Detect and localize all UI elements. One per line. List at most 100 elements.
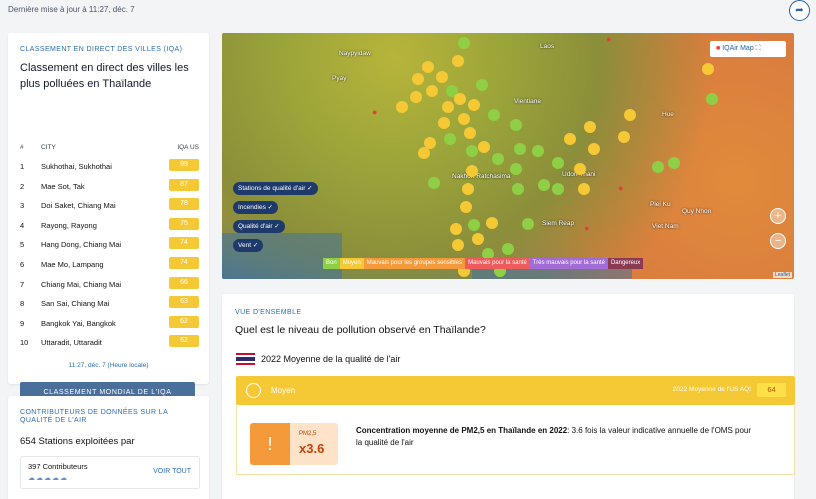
fire-icon[interactable]: ● [584,223,590,233]
station-marker[interactable] [462,183,474,195]
station-marker[interactable] [452,239,464,251]
station-marker[interactable] [552,183,564,195]
city-name: Mae Sot, Tak [41,181,85,191]
station-marker[interactable] [564,133,576,145]
station-marker[interactable] [668,157,680,169]
ranking-row[interactable]: 2 Mae Sot, Tak 87 [20,178,199,197]
layer-toggle-wind[interactable]: Vent ✓ [233,239,264,252]
city-name: Bangkok Yai, Bangkok [41,318,116,328]
layer-toggle-stations[interactable]: Stations de qualité d'air ✓ [233,182,318,195]
station-marker[interactable] [618,131,630,143]
station-marker[interactable] [512,183,524,195]
ranking-row[interactable]: 3 Doi Saket, Chiang Mai 78 [20,197,199,216]
city-name: Doi Saket, Chiang Mai [41,201,116,211]
station-marker[interactable] [424,137,436,149]
aqi-badge: 87 [169,178,199,191]
layer-toggle-air-quality[interactable]: Qualité d'air ✓ [233,220,285,233]
station-marker[interactable] [652,161,664,173]
ranking-row[interactable]: 8 San Sai, Chiang Mai 63 [20,295,199,314]
station-marker[interactable] [436,71,448,83]
pm25-description: Concentration moyenne de PM2,5 en Thaïla… [356,425,756,449]
station-marker[interactable] [442,101,454,113]
ranking-row[interactable]: 1 Sukhothai, Sukhothai 99 [20,158,199,177]
aqi-badge: 75 [169,217,199,230]
station-marker[interactable] [488,109,500,121]
map-label-nakhon: Nakhon Ratchasima [452,173,511,180]
station-marker[interactable] [510,119,522,131]
see-all-link[interactable]: VOIR TOUT [153,468,191,475]
legend-hazardous: Dangereux [607,258,644,269]
station-marker[interactable] [454,93,466,105]
station-marker[interactable] [574,163,586,175]
station-marker[interactable] [584,121,596,133]
station-marker[interactable] [502,243,514,255]
station-marker[interactable] [458,113,470,125]
station-marker[interactable] [438,117,450,129]
station-marker[interactable] [468,99,480,111]
station-marker[interactable] [588,143,600,155]
air-quality-map[interactable]: Laos Naypyidaw Pyay Vientiane Udon Thani… [222,33,794,279]
aqi-badge: 62 [169,315,199,328]
fire-icon[interactable]: ● [606,34,612,44]
station-marker[interactable] [426,85,438,97]
station-marker[interactable] [452,55,464,67]
pm25-bold-text: Concentration moyenne de PM2,5 en Thaïla… [356,426,568,435]
fire-icon[interactable]: ● [618,183,624,193]
station-marker[interactable] [472,233,484,245]
station-marker[interactable] [458,37,470,49]
share-button[interactable]: ➦ [789,0,810,21]
station-marker[interactable] [482,248,494,260]
station-marker[interactable] [464,127,476,139]
station-marker[interactable] [486,217,498,229]
pm25-tile: ! PM2,5 x3.6 [250,423,338,465]
fullscreen-icon[interactable]: ⛶ [755,45,761,52]
station-marker[interactable] [428,177,440,189]
station-marker[interactable] [444,133,456,145]
city-name: Uttaradit, Uttaradit [41,338,102,348]
stations-count: 654 Stations exploitées par [20,436,135,447]
pm25-multiplier: x3.6 [299,441,325,456]
ranking-row[interactable]: 4 Rayong, Rayong 75 [20,217,199,236]
station-marker[interactable] [466,165,478,177]
iqair-map-badge[interactable]: ■ IQAir Map ⛶ [710,41,786,57]
station-marker[interactable] [468,219,480,231]
station-marker[interactable] [418,147,430,159]
pm25-box: ! PM2,5 x3.6 Concentration moyenne de PM… [236,405,795,475]
layer-toggle-fires[interactable]: Incendies ✓ [233,201,279,214]
ranking-row[interactable]: 9 Bangkok Yai, Bangkok 62 [20,315,199,334]
station-marker[interactable] [552,157,564,169]
station-marker[interactable] [532,145,544,157]
station-marker[interactable] [450,223,462,235]
thailand-flag-icon [236,353,255,365]
ranking-row[interactable]: 10 Uttaradit, Uttaradit 62 [20,334,199,353]
top-bar: Dernière mise à jour à 11:27, déc. 7 ➦ [0,0,816,22]
station-marker[interactable] [478,141,490,153]
station-marker[interactable] [412,73,424,85]
contributor-logos-icon: ☁☁☁☁☁ [28,475,68,482]
ranking-row[interactable]: 7 Chiang Mai, Chiang Mai 66 [20,276,199,295]
ranking-heading: Classement en direct des villes les plus… [20,62,189,90]
station-marker[interactable] [476,79,488,91]
rank-number: 8 [20,299,25,309]
station-marker[interactable] [510,163,522,175]
station-marker[interactable] [538,179,550,191]
fire-icon[interactable]: ● [372,107,378,117]
station-marker[interactable] [624,109,636,121]
station-marker[interactable] [410,91,422,103]
station-marker[interactable] [460,201,472,213]
zoom-out-button[interactable]: − [770,233,786,249]
leaflet-attribution[interactable]: Leaflet [772,272,792,278]
station-marker[interactable] [492,153,504,165]
ranking-row[interactable]: 6 Mae Mo, Lampang 74 [20,256,199,275]
station-marker[interactable] [396,101,408,113]
station-marker[interactable] [706,93,718,105]
station-marker[interactable] [702,63,714,75]
station-marker[interactable] [522,218,534,230]
station-marker[interactable] [422,61,434,73]
station-marker[interactable] [466,145,478,157]
city-name: Chiang Mai, Chiang Mai [41,279,122,289]
ranking-row[interactable]: 5 Hang Dong, Chiang Mai 74 [20,236,199,255]
zoom-in-button[interactable]: + [770,208,786,224]
station-marker[interactable] [578,183,590,195]
station-marker[interactable] [514,143,526,155]
